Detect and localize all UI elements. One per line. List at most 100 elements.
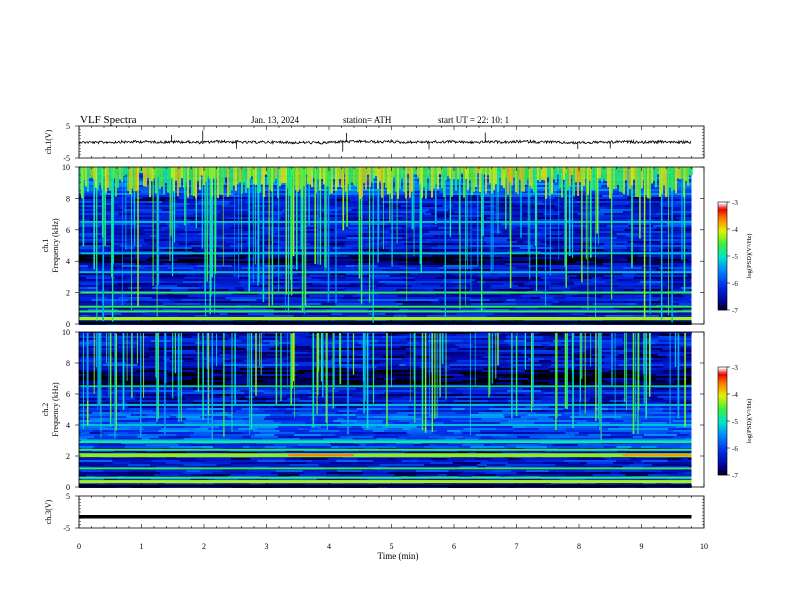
spectrogram-cell [471,297,505,299]
spectrogram-cell [206,289,229,291]
high-frequency-activity [409,167,411,198]
spectrogram-cell [242,416,266,418]
high-frequency-activity [273,167,275,183]
spectrogram-cell [251,223,270,225]
spectrogram-cell [444,436,463,438]
high-frequency-activity [571,167,573,175]
spectrogram-cell [431,247,467,249]
spectrogram-cell [400,394,432,396]
spectrogram-cell [604,392,619,394]
spectrogram-cell [79,247,90,249]
spectrogram-cell [286,408,312,410]
spectrogram-cell [446,400,454,402]
spectrogram-cell [506,265,528,267]
high-frequency-activity [261,167,263,185]
spectrogram-cell [651,406,661,408]
spectrogram-cell [613,217,642,219]
spectrogram-cell [190,219,218,221]
high-frequency-activity [127,167,129,192]
spectrogram-cell [473,267,497,269]
spectrogram-cell [225,382,247,384]
spectrogram-cell [437,215,450,217]
spectrogram-cell [383,420,399,422]
spectrogram-cell [246,201,278,203]
spectrogram-cell [562,342,594,344]
spectrogram-cell [259,354,267,356]
spectrogram-cell [588,233,617,235]
spectrogram-cell [318,344,354,346]
spectrogram-cell [468,452,477,454]
spectrogram-cell [365,185,372,187]
low-frequency-band [79,317,692,321]
spectrogram-cell [614,356,650,358]
spectrogram-cell [420,388,456,390]
spectrogram-cell [144,360,165,362]
spectrogram-cell [201,285,215,287]
spectrogram-cell [406,378,413,380]
spectrogram-cell [137,434,149,436]
spectrogram-cell [486,183,504,185]
high-frequency-activity [679,167,681,180]
spectrogram-cell [550,255,584,257]
spectrogram-cell [429,444,436,446]
spectrogram-cell [347,269,382,271]
spectrogram-cell [610,352,618,354]
spectrogram-cell [250,219,259,221]
spectrogram-cell [462,392,497,394]
spectrogram-cell [633,348,663,350]
spectrogram-cell [209,384,221,386]
spectrogram-cell [257,243,273,245]
spectrogram-cell [286,394,307,396]
spectrogram-cell [683,368,692,370]
spectrogram-cell [164,207,198,209]
spectrogram-cell [671,315,692,317]
high-frequency-activity [577,167,579,196]
spectrogram-cell [346,189,382,191]
spectrogram-cell [554,239,582,241]
spectrogram-cell [323,392,358,394]
spectrogram-cell [359,285,377,287]
spectrogram-cell [264,446,287,448]
spectrogram-cell [305,269,340,271]
spectrogram-cell [361,191,373,193]
spectrogram-cell [79,336,113,338]
spectrogram-cell [424,217,454,219]
spectrogram-cell [473,189,495,191]
spectrogram-cell [542,207,555,209]
spectrogram-cell [321,342,343,344]
spectrogram-cell [455,388,488,390]
spectrogram-cell [79,436,95,438]
spectrogram-cell [603,446,617,448]
spectrogram-cell [79,195,104,197]
spectrogram-cell [627,247,641,249]
spectrogram-cell [661,372,688,374]
spectrogram-cell [92,414,117,416]
spectrogram-cell [456,285,467,287]
spectrogram-cell [125,277,133,279]
spectrogram-cell [408,299,439,301]
high-frequency-activity [329,167,331,195]
high-frequency-activity [357,167,359,193]
spectrogram-cell [436,199,447,201]
spectrogram-cell [381,189,409,191]
spectrogram-cell [632,249,642,251]
spectrogram-cell [663,193,678,195]
spectrogram-cell [539,273,557,275]
spectrogram-cell [485,307,493,309]
spectrogram-cell [243,446,250,448]
spectrogram-cell [350,432,362,434]
spectrogram-cell [501,257,525,259]
spectrogram-cell [456,438,466,440]
spectrogram-cell [161,213,170,215]
spectrogram-cell [655,378,688,380]
spectrogram-cell [367,309,400,311]
spectrogram-cell [163,380,175,382]
spectrogram-cell [162,201,199,203]
spectrogram-cell [663,366,680,368]
spectrogram-cell [237,307,245,309]
spectrogram-cell [367,263,398,265]
spectrogram-cell [100,223,136,225]
spectrogram-cell [102,219,131,221]
spectrogram-cell [652,235,668,237]
spectrogram-cell [472,251,481,253]
